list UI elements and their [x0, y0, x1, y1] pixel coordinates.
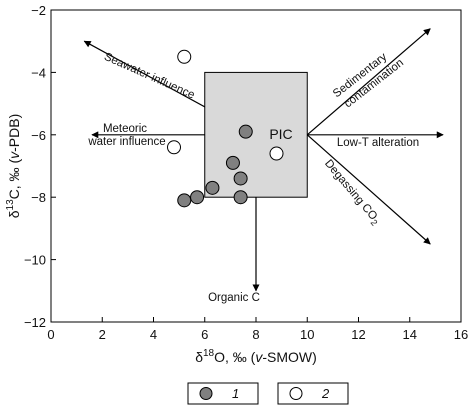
- x-tick-label: 12: [351, 327, 365, 342]
- series-1-point: [177, 193, 192, 208]
- y-title-main: C, ‰ (: [6, 159, 22, 200]
- x-tick-label: 8: [252, 327, 259, 342]
- x-title-sup: 18: [203, 348, 215, 359]
- x-tick-label: 16: [454, 327, 468, 342]
- x-tick-label: 14: [403, 327, 417, 342]
- y-tick-label: −8: [31, 190, 46, 205]
- y-tick-label: −6: [31, 128, 46, 143]
- x-tick-label: 0: [47, 327, 54, 342]
- degassing-arrow: [306, 134, 431, 245]
- y-title-ital: v: [6, 151, 22, 159]
- data-points: [167, 49, 284, 208]
- low-t-alteration-label: Low-T alteration: [337, 137, 419, 149]
- y-title-prefix: δ: [6, 210, 22, 218]
- y-title-suffix: -PDB): [6, 114, 22, 152]
- legend-label-1: 1: [232, 386, 239, 401]
- x-title-prefix: δ: [195, 349, 203, 365]
- x-title-suffix: -SMOW): [262, 349, 316, 365]
- x-tick-label: 2: [99, 327, 106, 342]
- meteoric-label-line2: water influence: [87, 136, 165, 148]
- y-tick-label: −10: [24, 253, 46, 268]
- series-2-point: [269, 146, 284, 161]
- degassing-subscript: 2: [369, 218, 380, 228]
- y-tick-label: −2: [31, 3, 46, 18]
- series-1-point: [205, 180, 220, 195]
- y-title-sup: 13: [5, 199, 16, 211]
- pic-box-label: PIC: [269, 126, 292, 142]
- legend-label-2: 2: [321, 386, 330, 401]
- axis-ticks: 0 2 4 6 8 10 12 14 16 −2 −4 −6 −8 −10 −12: [24, 3, 468, 342]
- pic-box: [204, 71, 308, 198]
- x-tick-label: 4: [150, 327, 157, 342]
- series-1-point: [233, 190, 248, 205]
- series-1-point: [190, 190, 205, 205]
- x-axis-title: δ18O, ‰ (v-SMOW): [195, 348, 317, 365]
- sedimentary-arrow: [306, 28, 431, 136]
- process-arrows: [83, 28, 444, 292]
- legend-box-2: [277, 382, 349, 405]
- series-2-point: [177, 49, 192, 64]
- y-tick-label: −12: [24, 315, 46, 330]
- series-1-point: [233, 171, 248, 186]
- meteoric-label-line1: Meteoric: [103, 123, 147, 135]
- legend-marker-2: [289, 387, 303, 400]
- organic-c-label: Organic C: [208, 292, 260, 304]
- x-tick-label: 10: [300, 327, 314, 342]
- y-tick-label: −4: [31, 65, 46, 80]
- legend-marker-1: [199, 387, 213, 400]
- series-1-point: [238, 124, 253, 139]
- series-1-point: [225, 155, 240, 170]
- legend: 1 2: [187, 382, 349, 405]
- y-axis-title: δ13C, ‰ (v-PDB): [5, 114, 22, 219]
- x-title-main: O, ‰ (: [214, 349, 256, 365]
- degassing-text: Degassing CO: [322, 158, 379, 223]
- x-tick-label: 6: [201, 327, 208, 342]
- legend-box-1: [187, 382, 259, 405]
- series-2-point: [167, 140, 181, 155]
- x-title-ital: v: [255, 349, 263, 365]
